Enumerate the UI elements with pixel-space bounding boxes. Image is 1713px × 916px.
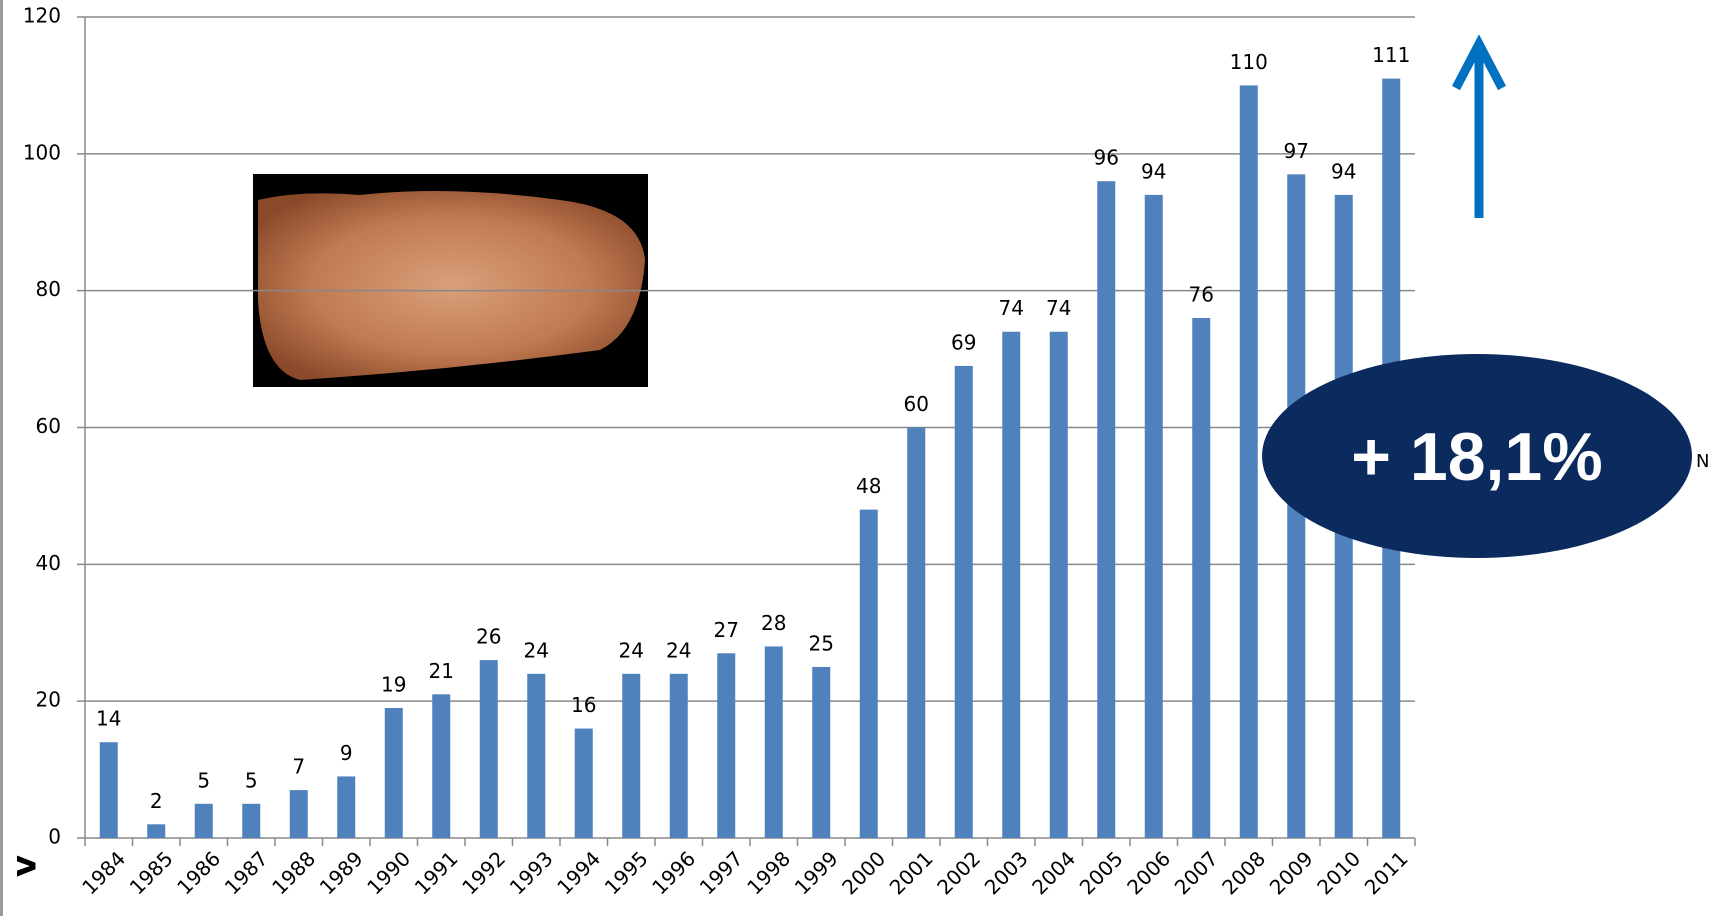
change-text: + 18,1% (1351, 419, 1602, 495)
x-tick-label: 1985 (125, 846, 178, 899)
bar (432, 694, 451, 838)
data-label: 21 (429, 659, 454, 683)
y-tick-label: 100 (23, 140, 61, 164)
data-label: 27 (714, 618, 739, 642)
bar (242, 803, 261, 838)
x-tick-label: 1990 (362, 846, 415, 899)
y-tick-label: 0 (48, 825, 61, 849)
up-arrow-head (1452, 34, 1506, 91)
data-label: 94 (1331, 159, 1356, 183)
left-mark: v (5, 855, 45, 877)
bar (1097, 181, 1116, 838)
x-tick-label: 2006 (1122, 846, 1175, 899)
data-label: 48 (856, 474, 881, 498)
x-tick-label: 2003 (980, 846, 1033, 899)
bar (289, 790, 308, 838)
left-border (0, 0, 3, 916)
y-tick-label: 40 (36, 551, 61, 575)
bar (527, 673, 546, 838)
data-label: 24 (666, 638, 691, 662)
x-tick-label: 2007 (1170, 846, 1223, 899)
photo (253, 174, 648, 387)
data-label: 7 (292, 755, 305, 779)
bar (147, 824, 166, 838)
x-tick-label: 2008 (1217, 846, 1270, 899)
data-label: 76 (1189, 283, 1214, 307)
y-tick-label: 60 (36, 414, 61, 438)
data-label: 60 (904, 392, 929, 416)
data-label: 14 (96, 707, 121, 731)
data-label: 2 (150, 789, 163, 813)
data-label: 69 (951, 330, 976, 354)
change-badge (1262, 354, 1692, 558)
x-tick-label: 2004 (1027, 846, 1080, 899)
x-tick-label: 1993 (505, 846, 558, 899)
bar (812, 666, 831, 838)
y-tick-label: 120 (23, 4, 61, 28)
plot-area: 0 20 40 60 80 100 120 14 1984 2 1985 5 1986 5 1987 7 198… (23, 4, 1416, 899)
x-tick-label: 2010 (1312, 846, 1365, 899)
x-tick-label: 1988 (267, 846, 320, 899)
x-tick-label: 1997 (695, 846, 748, 899)
data-label: 24 (524, 638, 549, 662)
data-label: 94 (1141, 159, 1166, 183)
data-label: 5 (245, 768, 258, 792)
bar (384, 708, 403, 838)
data-label: 97 (1284, 139, 1309, 163)
bar (717, 653, 736, 838)
bar (337, 776, 356, 838)
bar (99, 742, 118, 838)
data-label: 16 (571, 693, 596, 717)
bar (194, 803, 213, 838)
data-label: 111 (1372, 43, 1410, 67)
data-label: 26 (476, 625, 501, 649)
data-label: 25 (809, 631, 834, 655)
data-label: 74 (999, 296, 1024, 320)
x-tick-label: 2001 (885, 846, 938, 899)
bar (574, 728, 593, 838)
x-tick-label: 1998 (742, 846, 795, 899)
bar (669, 673, 688, 838)
x-tick-label: 1991 (410, 846, 463, 899)
data-label: 24 (619, 638, 644, 662)
bar (1192, 318, 1211, 838)
x-tick-label: 1989 (315, 846, 368, 899)
x-tick-label: 1994 (552, 846, 605, 899)
x-tick-label: 1986 (172, 846, 225, 899)
x-tick-label: 1996 (647, 846, 700, 899)
x-tick-label: 2002 (932, 846, 985, 899)
data-label: 19 (381, 673, 406, 697)
x-tick-label: 2005 (1075, 846, 1128, 899)
bar (1002, 331, 1021, 838)
data-label: 5 (197, 768, 210, 792)
bar (479, 660, 498, 838)
x-tick-label: 1999 (790, 846, 843, 899)
x-tick-label: 2000 (837, 846, 890, 899)
y-tick-label: 80 (36, 277, 61, 301)
data-label: 96 (1094, 146, 1119, 170)
x-tick-label: 1995 (600, 846, 653, 899)
bar (1239, 85, 1258, 838)
bar (907, 427, 926, 838)
bar (622, 673, 641, 838)
y-tick-label: 20 (36, 688, 61, 712)
bar (859, 509, 878, 838)
data-label: 74 (1046, 296, 1071, 320)
bar (1049, 331, 1068, 838)
x-tick-label: 1984 (77, 846, 130, 899)
x-tick-label: 1987 (220, 846, 273, 899)
bar (954, 365, 973, 838)
bar (1144, 194, 1163, 839)
x-tick-label: 2009 (1265, 846, 1318, 899)
right-mark: N (1696, 451, 1709, 472)
data-label: 9 (340, 741, 353, 765)
data-label: 110 (1230, 50, 1268, 74)
data-label: 28 (761, 611, 786, 635)
x-tick-label: 1992 (457, 846, 510, 899)
bar (764, 646, 783, 838)
x-tick-label: 2011 (1360, 846, 1413, 899)
